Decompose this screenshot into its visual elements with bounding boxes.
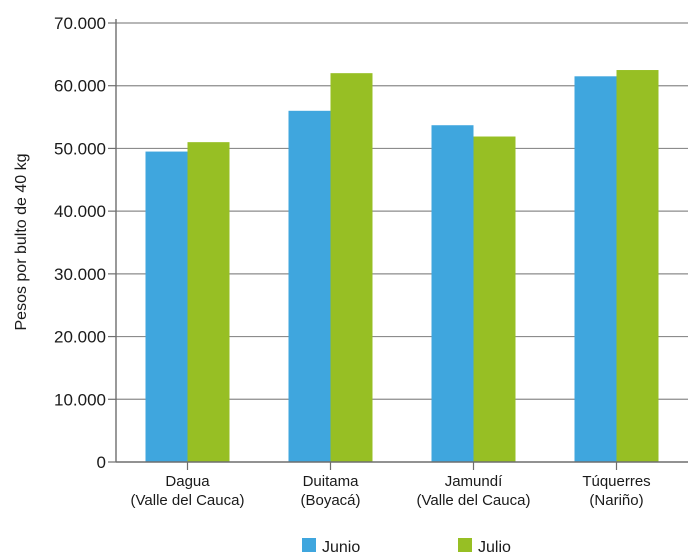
x-category-labels: Dagua (Valle del Cauca) Duitama (Boyacá) Jam… [131,462,651,509]
x-category-label-3-line-1: (Nariño) [589,492,643,509]
y-tick-label-5: 50.000 [54,139,106,158]
x-category-label-3-line-0: Túquerres [582,473,650,490]
y-tick-label-1: 10.000 [54,390,106,409]
y-tick-label-0: 0 [97,453,106,472]
bar-julio-0 [187,142,230,462]
legend-swatch-junio [302,538,316,552]
bar-julio-1 [330,73,373,463]
y-tick-label-7: 70.000 [54,14,106,33]
y-tick-labels: 0 10.000 20.000 30.000 40.000 50.000 60.000 70.… [54,14,106,472]
x-category-label-1-line-0: Duitama [303,473,360,490]
legend-label-julio: Julio [478,539,511,554]
y-tick-label-4: 40.000 [54,202,106,221]
bar-junio-2 [431,125,474,462]
y-axis-title: Pesos por bulto de 40 kg [13,153,30,330]
legend-swatch-julio [458,538,472,552]
y-tick-label-6: 60.000 [54,77,106,96]
legend-label-junio: Junio [322,539,360,554]
bar-julio-2 [473,136,516,462]
bar-junio-3 [574,76,617,463]
legend: Junio Julio [302,538,511,554]
x-category-label-1-line-1: (Boyacá) [300,492,360,509]
bar-junio-1 [288,110,331,463]
bars [145,70,659,463]
y-tick-label-2: 20.000 [54,328,106,347]
bar-julio-3 [616,70,659,463]
x-category-label-2-line-1: (Valle del Cauca) [417,492,531,509]
x-category-label-0-line-1: (Valle del Cauca) [131,492,245,509]
bar-junio-0 [145,151,188,463]
x-category-label-0-line-0: Dagua [165,473,210,490]
axes [115,19,688,463]
x-category-label-2-line-0: Jamundí [445,473,503,490]
y-tick-label-3: 30.000 [54,265,106,284]
